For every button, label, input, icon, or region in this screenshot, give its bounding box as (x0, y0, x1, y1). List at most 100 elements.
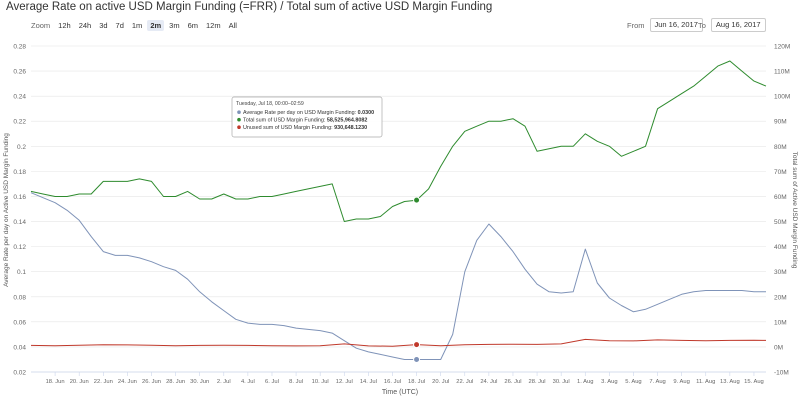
y-right-tick-label: 100M (774, 94, 790, 101)
x-tick-label: 18. Jun (46, 379, 65, 385)
x-tick-label: 26. Jul (504, 379, 521, 385)
x-tick-label: 24. Jun (118, 379, 137, 385)
y-left-tick-label: 0.24 (13, 94, 26, 101)
x-tick-label: 13. Aug (720, 379, 740, 385)
y-right-tick-label: 90M (774, 119, 787, 126)
y-left-tick-label: 0.22 (13, 119, 26, 126)
y-right-tick-label: 20M (774, 294, 787, 301)
y-left-tick-label: 0.28 (13, 44, 26, 51)
x-tick-label: 30. Jul (553, 379, 570, 385)
x-tick-label: 24. Jul (480, 379, 497, 385)
x-axis-ticks: 18. Jun 20. Jun 22. Jun 24. Jun 26. Jun 28. J… (46, 372, 764, 385)
zoom-button-3m[interactable]: 3m (169, 20, 180, 30)
series-line-2 (30, 338, 767, 347)
y-left-tick-label: 0.08 (13, 294, 26, 301)
zoom-button-7d[interactable]: 7d (115, 20, 124, 30)
tooltip-row-text: Average Rate per day on USD Margin Fundi… (243, 110, 374, 116)
series-lines (30, 60, 767, 360)
hover-marker-0 (413, 355, 421, 363)
y-axis-left-label: Average Rate per day on Active USD Margi… (3, 133, 10, 287)
zoom-label: Zoom (31, 20, 51, 30)
y-right-tick-label: 120M (774, 44, 790, 51)
y-right-tick-label: 60M (774, 194, 787, 201)
y-axis-right-label: Total sum of Active USD Margin Funding (791, 152, 798, 269)
y-left-tick-label: 0.06 (13, 319, 26, 326)
zoom-button-all[interactable]: All (228, 20, 237, 30)
tooltip-header: Tuesday, Jul 18, 00:00–02:59 (236, 101, 304, 107)
x-tick-label: 26. Jun (142, 379, 161, 385)
to-label: To (698, 20, 706, 30)
x-tick-label: 10. Jul (312, 379, 329, 385)
y-left-tick-label: 0.26 (13, 69, 26, 76)
x-tick-label: 5. Aug (625, 379, 641, 385)
y-left-tick-label: 0.14 (13, 219, 26, 226)
x-tick-label: 15. Aug (744, 379, 764, 385)
zoom-bar: Zoom 12h 24h 3d 7d 1m 2m 3m 6m 12m All (31, 19, 242, 31)
tooltip: Tuesday, Jul 18, 00:00–02:59 Average Rat… (231, 96, 383, 138)
range-to: To Aug 16, 2017 (698, 18, 766, 32)
hover-marker-1 (413, 196, 421, 204)
x-tick-label: 12. Jul (336, 379, 353, 385)
y-left-tick-label: 0.1 (17, 269, 26, 276)
zoom-button-2m[interactable]: 2m (147, 19, 165, 31)
zoom-button-3d[interactable]: 3d (99, 20, 108, 30)
x-tick-label: 22. Jun (94, 379, 113, 385)
x-tick-label: 1. Aug (577, 379, 593, 385)
y-right-tick-label: -10M (774, 370, 789, 377)
x-tick-label: 4. Jul (241, 379, 255, 385)
zoom-button-24h[interactable]: 24h (78, 20, 92, 30)
from-label: From (627, 20, 645, 30)
range-from: From Jun 16, 2017 (627, 18, 703, 32)
y-left-tick-label: 0.02 (13, 370, 26, 377)
y-left-tick-label: 0.2 (17, 144, 26, 151)
y-left-tick-label: 0.18 (13, 169, 26, 176)
y-right-tick-label: 40M (774, 244, 787, 251)
tooltip-box (231, 96, 383, 138)
zoom-button-12m[interactable]: 12m (206, 20, 221, 30)
x-tick-label: 7. Aug (649, 379, 665, 385)
y-axis-left-ticks: 0.02 0.04 0.06 0.08 0.1 0.12 0.14 0.16 0.18 0.2 0.… (13, 44, 26, 377)
y-right-tick-label: 70M (774, 169, 787, 176)
tooltip-row-dot (237, 125, 241, 129)
x-tick-label: 11. Aug (696, 379, 715, 385)
tooltip-row-dot (237, 117, 241, 122)
y-axis-right-ticks: -10M 0M 10M 20M 30M 40M 50M 60M 70M 80M 90M 100M 110… (774, 44, 790, 377)
x-tick-label: 6. Jul (265, 379, 279, 385)
to-date-input[interactable]: Aug 16, 2017 (710, 18, 766, 32)
y-right-tick-label: 30M (774, 269, 787, 276)
y-left-tick-label: 0.04 (13, 344, 26, 351)
x-tick-label: 18. Jul (408, 379, 425, 385)
x-tick-label: 3. Aug (601, 379, 617, 385)
y-left-tick-label: 0.12 (13, 244, 26, 251)
chart-title: Average Rate on active USD Margin Fundin… (6, 1, 493, 13)
x-tick-label: 28. Jun (166, 379, 185, 385)
tooltip-row-dot (237, 110, 241, 114)
zoom-button-1m[interactable]: 1m (131, 20, 143, 30)
grid-lines (31, 45, 766, 373)
x-tick-label: 30. Jun (190, 379, 209, 385)
y-right-tick-label: 80M (774, 144, 787, 151)
series-line-1 (30, 60, 767, 222)
y-left-tick-label: 0.16 (13, 194, 26, 201)
x-tick-label: 8. Jul (289, 379, 303, 385)
tooltip-row-text: Unused sum of USD Margin Funding: 930,64… (243, 125, 367, 131)
x-tick-label: 28. Jul (529, 379, 546, 385)
tooltip-row-text: Total sum of USD Margin Funding: 58,525,… (243, 118, 367, 124)
zoom-button-6m[interactable]: 6m (187, 20, 198, 30)
from-date-input[interactable]: Jun 16, 2017 (649, 18, 703, 32)
x-tick-label: 2. Jul (217, 379, 231, 385)
x-axis-label: Time (UTC) (382, 389, 418, 396)
zoom-button-12h[interactable]: 12h (58, 20, 71, 30)
y-right-tick-label: 10M (774, 319, 787, 326)
hover-marker-2 (413, 341, 421, 349)
x-tick-label: 20. Jul (432, 379, 449, 385)
x-tick-label: 9. Aug (673, 379, 689, 385)
x-tick-label: 22. Jul (456, 379, 473, 385)
x-tick-label: 16. Jul (384, 379, 401, 385)
series-line-0 (30, 192, 766, 360)
x-tick-label: 20. Jun (70, 379, 89, 385)
x-tick-label: 14. Jul (360, 379, 377, 385)
y-right-tick-label: 0M (774, 344, 783, 351)
y-right-tick-label: 50M (774, 219, 787, 226)
